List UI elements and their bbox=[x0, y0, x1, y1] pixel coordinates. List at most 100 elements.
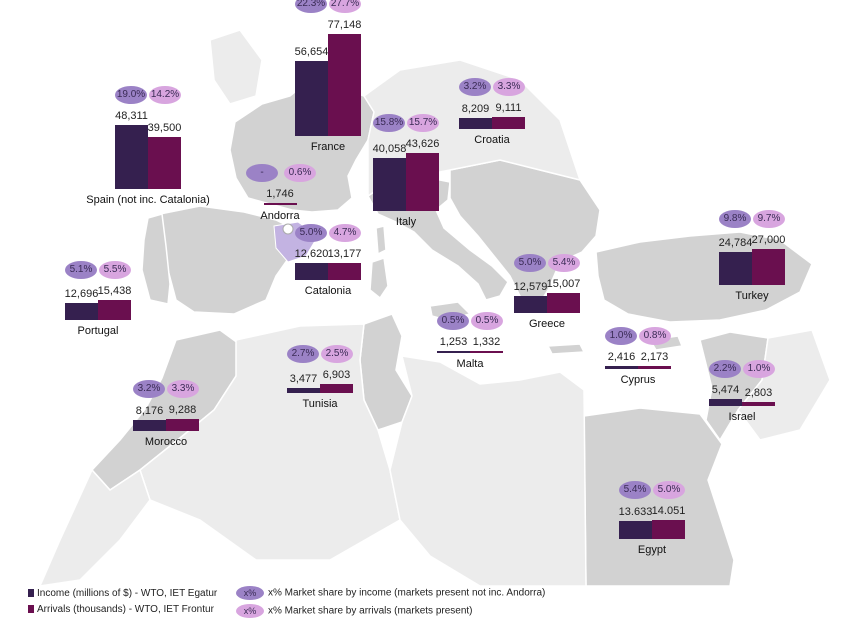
land-andorra bbox=[282, 223, 294, 235]
share-income-france: 22.3% bbox=[295, 0, 327, 13]
share-income-cyprus: 1.0% bbox=[605, 326, 637, 345]
country-name-malta: Malta bbox=[456, 358, 484, 370]
land-corsica bbox=[375, 225, 387, 256]
share-income-morocco: 3.2% bbox=[133, 379, 165, 398]
country-name-israel: Israel bbox=[728, 411, 756, 423]
country-name-france: France bbox=[310, 141, 346, 153]
value-income-france: 56,654 bbox=[294, 46, 329, 59]
bar-income-italy bbox=[373, 158, 406, 211]
share-income-egypt: 5.4% bbox=[619, 481, 651, 500]
legend-share-income: x% x% Market share by income (markets pre… bbox=[236, 586, 545, 600]
country-name-tunisia: Tunisia bbox=[302, 398, 338, 410]
value-arrivals-morocco: 9,288 bbox=[168, 403, 197, 416]
value-income-turkey: 24,784 bbox=[718, 237, 753, 250]
share-income-andorra: - bbox=[246, 164, 278, 182]
country-malta: 1,253 1,332 0.5% 0.5% Malta bbox=[437, 312, 503, 370]
bar-arrivals-catalonia bbox=[328, 262, 361, 280]
bar-arrivals-turkey bbox=[752, 249, 785, 285]
value-arrivals-malta: 1,332 bbox=[472, 336, 501, 348]
share-income-croatia: 3.2% bbox=[459, 77, 491, 96]
country-israel: 5,474 2,803 2.2% 1.0% Israel bbox=[709, 359, 775, 423]
bar-arrivals-greece bbox=[547, 293, 580, 313]
value-arrivals-portugal: 15,438 bbox=[97, 284, 132, 297]
legend-share-income-pill: x% bbox=[236, 586, 264, 600]
share-income-portugal: 5.1% bbox=[65, 260, 97, 279]
share-income-catalonia: 5.0% bbox=[295, 223, 327, 242]
country-name-morocco: Morocco bbox=[144, 436, 188, 448]
bar-income-france bbox=[295, 61, 328, 136]
bar-income-catalonia bbox=[295, 263, 328, 280]
value-arrivals-greece: 15,007 bbox=[546, 278, 581, 291]
country-morocco: 8,176 9,288 3.2% 3.3% Morocco bbox=[133, 379, 199, 448]
share-income-israel: 2.2% bbox=[709, 359, 741, 378]
country-name-catalonia: Catalonia bbox=[304, 285, 352, 297]
value-arrivals-israel: 2,803 bbox=[744, 387, 773, 400]
value-income-portugal: 12,696 bbox=[64, 288, 99, 301]
country-name-greece: Greece bbox=[528, 318, 566, 330]
country-france: 56,654 77,148 22.3% 27.7% France bbox=[295, 0, 361, 153]
value-income-morocco: 8,176 bbox=[135, 405, 164, 418]
bar-income-morocco bbox=[133, 420, 166, 431]
legend-arrivals-swatch bbox=[28, 605, 34, 614]
land-western-sahara bbox=[38, 468, 151, 587]
bar-income-tunisia bbox=[287, 388, 320, 393]
country-italy: 40,058 43,626 15.8% 15.7% Italy bbox=[373, 114, 439, 228]
value-arrivals-turkey: 27,000 bbox=[751, 234, 786, 247]
land-spain bbox=[159, 205, 301, 315]
land-crete bbox=[546, 343, 586, 355]
country-name-italy: Italy bbox=[395, 216, 417, 228]
bar-arrivals-israel bbox=[742, 402, 775, 406]
value-arrivals-italy: 43,626 bbox=[405, 138, 440, 151]
share-arrivals-italy: 15.7% bbox=[407, 114, 439, 133]
country-egypt: 13.633 14.051 5.4% 5.0% Egypt bbox=[619, 481, 685, 556]
share-arrivals-egypt: 5.0% bbox=[653, 481, 685, 500]
bar-arrivals-andorra bbox=[263, 202, 297, 205]
share-arrivals-israel: 1.0% bbox=[743, 359, 775, 378]
bar-arrivals-cyprus bbox=[638, 366, 671, 369]
share-income-italy: 15.8% bbox=[373, 114, 405, 133]
country-portugal: 12,696 15,438 5.1% 5.5% Portugal bbox=[65, 260, 131, 337]
share-arrivals-turkey: 9.7% bbox=[753, 210, 785, 229]
value-income-spain: 48,311 bbox=[115, 110, 148, 123]
share-arrivals-catalonia: 4.7% bbox=[329, 223, 361, 242]
share-income-spain: 19.0% bbox=[115, 86, 147, 105]
country-cyprus: 2,416 2,173 1.0% 0.8% Cyprus bbox=[605, 326, 671, 386]
bar-income-spain bbox=[115, 125, 148, 189]
bar-arrivals-portugal bbox=[98, 299, 131, 320]
bar-income-greece bbox=[514, 296, 547, 313]
bar-arrivals-morocco bbox=[166, 418, 199, 431]
land-libya bbox=[389, 355, 587, 587]
bar-income-israel bbox=[709, 398, 742, 406]
value-arrivals-tunisia: 6,903 bbox=[322, 368, 351, 381]
bar-income-portugal bbox=[65, 303, 98, 320]
share-arrivals-tunisia: 2.5% bbox=[321, 344, 353, 363]
value-arrivals-croatia: 9,111 bbox=[495, 101, 522, 114]
bar-arrivals-egypt bbox=[652, 520, 685, 539]
land-middle-east bbox=[737, 329, 831, 441]
legend-share-income-label: x% Market share by income (markets prese… bbox=[268, 587, 546, 599]
legend-income: Income (millions of $) - WTO, IET Egatur bbox=[28, 588, 217, 600]
bar-arrivals-italy bbox=[406, 153, 439, 211]
value-income-greece: 12,579 bbox=[513, 281, 548, 294]
country-name-andorra: Andorra bbox=[260, 210, 300, 222]
bar-income-malta bbox=[437, 351, 470, 353]
value-income-italy: 40,058 bbox=[372, 143, 407, 156]
legend-arrivals: Arrivals (thousands) - WTO, IET Frontur bbox=[28, 604, 214, 616]
share-arrivals-malta: 0.5% bbox=[471, 312, 503, 330]
value-income-tunisia: 3,477 bbox=[289, 373, 318, 386]
bar-income-cyprus bbox=[605, 365, 638, 369]
share-arrivals-portugal: 5.5% bbox=[99, 260, 131, 279]
bar-arrivals-croatia bbox=[492, 116, 525, 129]
country-spain: 48,311 39,500 19.0% 14.2% Spain (not inc. Ca… bbox=[86, 86, 210, 206]
share-arrivals-spain: 14.2% bbox=[149, 86, 181, 105]
value-income-egypt: 13.633 bbox=[618, 505, 653, 518]
value-arrivals-andorra: 1,746 bbox=[266, 187, 294, 200]
share-income-turkey: 9.8% bbox=[719, 210, 751, 229]
value-arrivals-cyprus: 2,173 bbox=[640, 351, 669, 364]
value-income-cyprus: 2,416 bbox=[607, 350, 636, 363]
share-arrivals-croatia: 3.3% bbox=[493, 77, 525, 96]
legend-income-swatch bbox=[28, 589, 34, 598]
share-arrivals-morocco: 3.3% bbox=[167, 379, 199, 398]
country-croatia: 8,209 9,111 3.2% 3.3% Croatia bbox=[459, 77, 525, 146]
